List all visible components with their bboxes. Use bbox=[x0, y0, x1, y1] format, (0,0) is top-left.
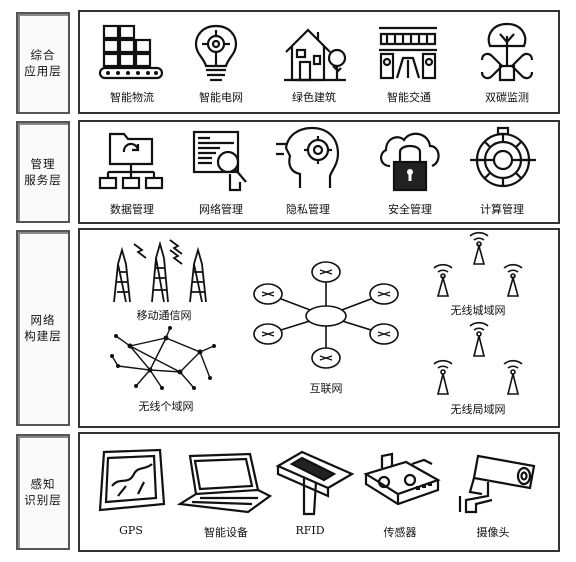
item-label-computing-management: 计算管理 bbox=[480, 203, 524, 216]
item-label-mobile-network: 移动通信网 bbox=[136, 309, 192, 322]
router-star-icon bbox=[253, 261, 399, 369]
gps-device-icon bbox=[98, 448, 166, 512]
item-label-sensor: 传感器 bbox=[383, 526, 417, 539]
item-label-camera: 摄像头 bbox=[476, 526, 510, 539]
computing-gear-icon bbox=[470, 126, 536, 188]
cloud-lock-icon bbox=[380, 132, 440, 192]
logistics-icon bbox=[98, 24, 164, 80]
item-label-green-building: 绿色建筑 bbox=[292, 91, 336, 104]
network-search-icon bbox=[192, 130, 247, 192]
train-transport-icon bbox=[379, 26, 437, 80]
security-camera-icon bbox=[458, 454, 536, 514]
antenna-array-small-icon bbox=[433, 321, 523, 395]
item-label-internet: 互联网 bbox=[309, 382, 343, 395]
cell-towers-icon bbox=[113, 239, 207, 303]
item-label-smart-grid: 智能电网 bbox=[199, 91, 243, 104]
item-label-rfid: RFID bbox=[295, 524, 325, 537]
item-label-data-management: 数据管理 bbox=[110, 203, 154, 216]
mesh-network-icon bbox=[110, 326, 216, 390]
privacy-head-icon bbox=[276, 126, 340, 188]
item-label-gps: GPS bbox=[119, 524, 143, 537]
laptop-icon bbox=[176, 452, 273, 514]
layer-label-application: 综合 应用层 bbox=[16, 12, 70, 114]
lightbulb-grid-icon bbox=[194, 24, 238, 82]
item-label-wlan: 无线局域网 bbox=[450, 403, 506, 416]
item-label-security-management: 安全管理 bbox=[388, 203, 432, 216]
layer-label-network: 网络 构建层 bbox=[16, 230, 70, 426]
green-building-icon bbox=[284, 28, 347, 82]
item-label-wpan: 无线个域网 bbox=[138, 400, 194, 413]
item-label-network-management: 网络管理 bbox=[199, 203, 243, 216]
item-label-carbon-monitoring: 双碳监测 bbox=[485, 91, 529, 104]
item-label-wman: 无线城域网 bbox=[450, 304, 506, 317]
layer-label-perception: 感知 识别层 bbox=[16, 434, 70, 550]
sensor-board-icon bbox=[363, 452, 441, 506]
data-folder-icon bbox=[98, 132, 164, 190]
item-label-privacy-management: 隐私管理 bbox=[286, 203, 330, 216]
item-label-smart-device: 智能设备 bbox=[204, 526, 248, 539]
rfid-scanner-icon bbox=[275, 450, 355, 516]
item-label-smart-transport: 智能交通 bbox=[387, 91, 431, 104]
item-label-smart-logistics: 智能物流 bbox=[110, 91, 154, 104]
layer-label-management: 管理 服务层 bbox=[16, 121, 70, 223]
carbon-tree-wrench-icon bbox=[480, 22, 534, 82]
antenna-array-icon bbox=[433, 231, 523, 297]
